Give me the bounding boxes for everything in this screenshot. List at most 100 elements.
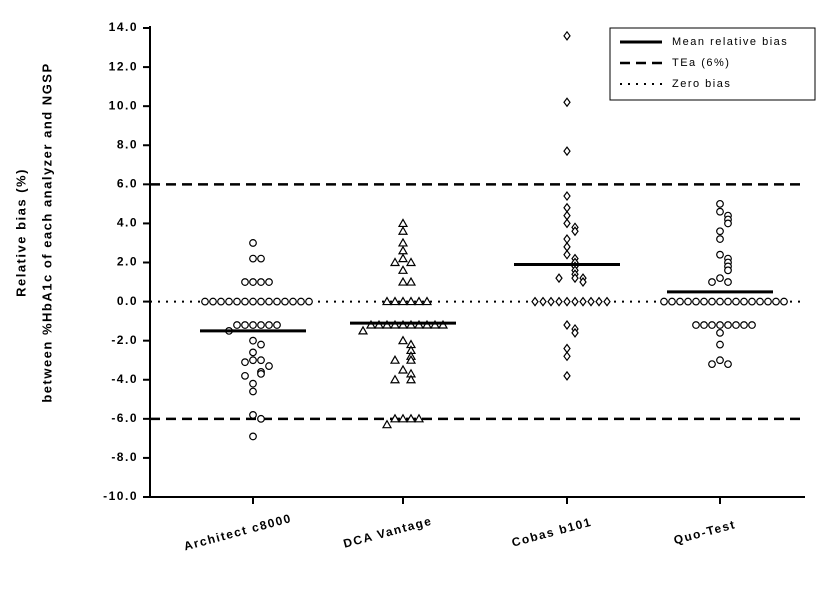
data-point	[773, 298, 780, 305]
y-tick-label: 4.0	[117, 216, 138, 230]
data-point	[532, 298, 538, 306]
data-point	[717, 236, 724, 243]
x-tick-label: Architect c8000	[182, 511, 293, 553]
data-point	[250, 380, 257, 387]
data-point	[556, 298, 562, 306]
data-point	[564, 192, 570, 200]
data-point	[415, 298, 423, 305]
data-point	[572, 298, 578, 306]
data-point	[266, 279, 273, 286]
data-point	[717, 330, 724, 337]
data-point	[415, 415, 423, 422]
data-point	[298, 298, 305, 305]
data-point	[242, 298, 249, 305]
y-tick-label: 2.0	[117, 255, 138, 269]
data-point	[258, 371, 265, 378]
y-tick-label: 10.0	[109, 98, 138, 112]
data-point	[274, 322, 281, 329]
data-point	[383, 421, 391, 428]
data-point	[306, 298, 313, 305]
data-point	[564, 147, 570, 155]
data-point	[564, 251, 570, 259]
data-point	[250, 240, 257, 247]
data-point	[564, 344, 570, 352]
data-point	[258, 357, 265, 364]
data-point	[717, 201, 724, 208]
data-point	[556, 274, 562, 282]
data-point	[709, 298, 716, 305]
data-point	[725, 322, 732, 329]
data-point	[733, 298, 740, 305]
data-point	[717, 228, 724, 235]
data-point	[564, 372, 570, 380]
data-point	[234, 322, 241, 329]
y-tick-label: 0.0	[117, 294, 138, 308]
y-tick-label: 14.0	[109, 20, 138, 34]
data-point	[266, 322, 273, 329]
data-point	[242, 279, 249, 286]
data-point	[701, 322, 708, 329]
data-point	[250, 357, 257, 364]
data-point	[250, 322, 257, 329]
data-point	[596, 298, 602, 306]
data-point	[548, 298, 554, 306]
data-point	[564, 235, 570, 243]
data-point	[741, 298, 748, 305]
data-point	[282, 298, 289, 305]
data-point	[693, 298, 700, 305]
y-tick-label: -4.0	[111, 372, 138, 386]
data-point	[399, 255, 407, 262]
data-point	[717, 357, 724, 364]
data-point	[717, 322, 724, 329]
data-point	[258, 341, 265, 348]
y-tick-label: 12.0	[109, 59, 138, 73]
data-point	[359, 327, 367, 334]
data-point	[399, 219, 407, 226]
chart: -10.0-8.0-6.0-4.0-2.00.02.04.06.08.010.0…	[0, 0, 817, 589]
y-tick-label: 6.0	[117, 177, 138, 191]
data-point	[258, 255, 265, 262]
y-tick-label: -2.0	[111, 333, 138, 347]
data-point	[693, 322, 700, 329]
data-point	[250, 412, 257, 419]
y-axis-title: between %HbA1c of each analyzer and NGSP	[39, 62, 54, 402]
data-point	[226, 298, 233, 305]
data-point	[250, 298, 257, 305]
data-point	[250, 433, 257, 440]
data-point	[399, 337, 407, 344]
data-point	[765, 298, 772, 305]
data-point	[677, 298, 684, 305]
x-tick-label: Cobas b101	[510, 515, 593, 550]
data-point	[399, 298, 407, 305]
data-point	[717, 298, 724, 305]
data-point	[580, 298, 586, 306]
data-point	[391, 356, 399, 363]
data-point	[540, 298, 546, 306]
data-point	[588, 298, 594, 306]
data-point	[757, 298, 764, 305]
data-point	[717, 251, 724, 258]
data-point	[709, 361, 716, 368]
data-point	[685, 298, 692, 305]
data-point	[564, 298, 570, 306]
data-point	[399, 415, 407, 422]
data-point	[717, 208, 724, 215]
data-point	[733, 322, 740, 329]
data-point	[391, 376, 399, 383]
data-point	[564, 32, 570, 40]
data-point	[725, 220, 732, 227]
data-point	[604, 298, 610, 306]
data-point	[242, 322, 249, 329]
data-point	[290, 298, 297, 305]
data-point	[717, 341, 724, 348]
data-point	[725, 361, 732, 368]
data-point	[709, 279, 716, 286]
data-point	[250, 337, 257, 344]
legend-label: Zero bias	[672, 78, 731, 90]
data-point	[399, 239, 407, 246]
data-point	[250, 388, 257, 395]
y-axis-title: Relative bias (%)	[13, 168, 28, 297]
legend-label: Mean relative bias	[672, 36, 788, 48]
data-point	[218, 298, 225, 305]
data-point	[725, 279, 732, 286]
